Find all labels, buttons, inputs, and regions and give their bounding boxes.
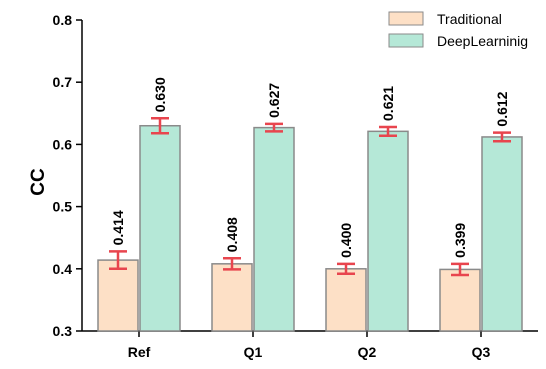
bar-deeplearning (481, 136, 523, 332)
x-tick-label: Q3 (472, 344, 491, 360)
error-bar (223, 256, 241, 271)
legend-swatch (388, 33, 424, 48)
legend-swatch (388, 11, 424, 26)
data-label: 0.414 (110, 210, 126, 245)
error-bar (109, 250, 127, 271)
bar-traditional (325, 268, 367, 332)
data-label: 0.621 (380, 86, 396, 121)
bar-traditional (97, 259, 139, 332)
data-label: 0.630 (152, 77, 168, 112)
legend-label: DeepLearninig (437, 33, 528, 49)
data-label: 0.408 (224, 217, 240, 252)
error-bar (337, 262, 355, 276)
error-bar (493, 131, 511, 143)
y-tick-label: 0.8 (53, 12, 73, 28)
x-axis: Ref Q1 Q2 Q3 (82, 330, 538, 360)
data-label: 0.399 (452, 223, 468, 258)
legend: Traditional DeepLearninig (388, 11, 528, 49)
bar-deeplearning (367, 130, 409, 332)
y-tick-label: 0.7 (53, 74, 73, 90)
error-bar (151, 117, 169, 135)
error-bar (451, 262, 469, 277)
error-bar (265, 122, 283, 133)
y-tick-label: 0.3 (53, 323, 73, 339)
y-axis-label: CC (28, 168, 49, 196)
legend-item: Traditional (388, 11, 502, 27)
data-label: 0.627 (266, 83, 282, 118)
bar-deeplearning (253, 126, 295, 332)
legend-label: Traditional (437, 11, 502, 27)
data-label: 0.400 (338, 223, 354, 258)
bar-deeplearning (139, 124, 181, 332)
error-bar (379, 125, 397, 137)
y-tick-label: 0.4 (53, 261, 73, 277)
y-tick-label: 0.6 (53, 136, 73, 152)
x-tick-label: Ref (128, 344, 151, 360)
x-tick-label: Q1 (244, 344, 263, 360)
bar-traditional (211, 263, 253, 332)
bars: 0.414 0.630 0.408 0.627 0.400 0.621 0.399 0.612 (97, 77, 523, 332)
data-label: 0.612 (494, 91, 510, 126)
bar-traditional (439, 268, 481, 332)
x-tick-label: Q2 (358, 344, 377, 360)
legend-item: DeepLearninig (388, 33, 528, 49)
y-axis: 0.3 0.4 0.5 0.6 0.7 0.8 (53, 12, 83, 339)
y-tick-label: 0.5 (53, 199, 73, 215)
